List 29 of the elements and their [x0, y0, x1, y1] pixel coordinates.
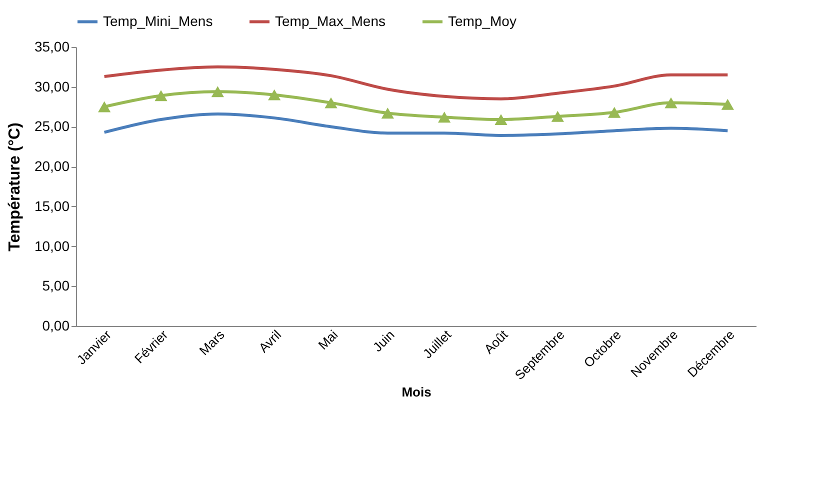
y-tick-label: 30,00: [34, 78, 70, 94]
legend-label: Temp_Moy: [448, 12, 516, 29]
y-tick-label: 20,00: [34, 158, 70, 174]
point: [154, 90, 168, 102]
x-axis-title: Mois: [402, 384, 432, 400]
y-tick-label: 25,00: [34, 118, 70, 134]
y-tick-label: 5,00: [42, 278, 70, 294]
point: [608, 106, 621, 118]
x-tick-label: Juin: [370, 327, 398, 355]
x-tick-label: Mai: [315, 327, 341, 353]
y-axis-title: Température (°C): [6, 122, 24, 252]
point: [438, 112, 451, 123]
point: [381, 108, 394, 119]
legend-label: Temp_Max_Mens: [275, 12, 386, 29]
point: [664, 97, 678, 108]
legend-label: Temp_Mini_Mens: [103, 12, 213, 29]
point: [268, 89, 281, 100]
point: [98, 101, 111, 112]
y-tick-label: 10,00: [34, 238, 70, 254]
point: [211, 86, 224, 98]
y-tick-label: 35,00: [34, 38, 70, 54]
point: [494, 114, 508, 126]
line-series: [102, 65, 730, 100]
point: [324, 97, 338, 108]
point: [721, 98, 734, 110]
point: [551, 110, 564, 122]
y-tick-label: 15,00: [34, 198, 70, 214]
y-tick-label: 0,00: [42, 318, 70, 334]
line-series: [102, 112, 730, 137]
